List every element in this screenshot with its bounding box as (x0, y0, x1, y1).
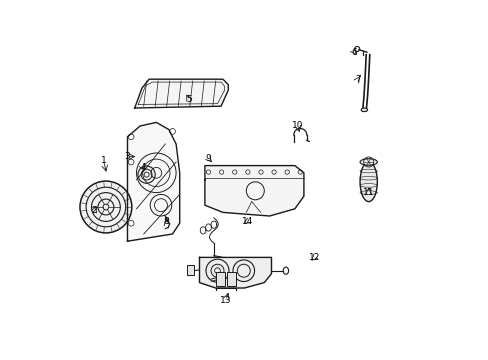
Text: 8: 8 (163, 217, 168, 226)
Text: 2: 2 (91, 206, 97, 215)
Polygon shape (134, 79, 228, 108)
Text: 5: 5 (185, 94, 191, 104)
Bar (227, 272, 236, 286)
Text: 12: 12 (308, 253, 320, 262)
Bar (215, 272, 224, 286)
Polygon shape (127, 122, 179, 241)
Bar (186, 265, 194, 275)
Circle shape (138, 166, 155, 183)
Text: 6: 6 (351, 48, 356, 57)
Text: 4: 4 (140, 163, 145, 172)
Text: 1: 1 (101, 156, 106, 165)
Text: 13: 13 (220, 296, 231, 305)
Text: 10: 10 (291, 122, 303, 130)
Ellipse shape (359, 162, 377, 202)
Text: 14: 14 (241, 217, 253, 226)
Text: 3: 3 (124, 152, 130, 161)
Ellipse shape (361, 108, 367, 112)
Text: 7: 7 (354, 75, 360, 84)
Text: 11: 11 (362, 188, 374, 197)
Polygon shape (199, 257, 271, 288)
Text: 9: 9 (205, 154, 211, 163)
Circle shape (80, 181, 132, 233)
Polygon shape (204, 166, 303, 216)
Ellipse shape (359, 159, 377, 165)
